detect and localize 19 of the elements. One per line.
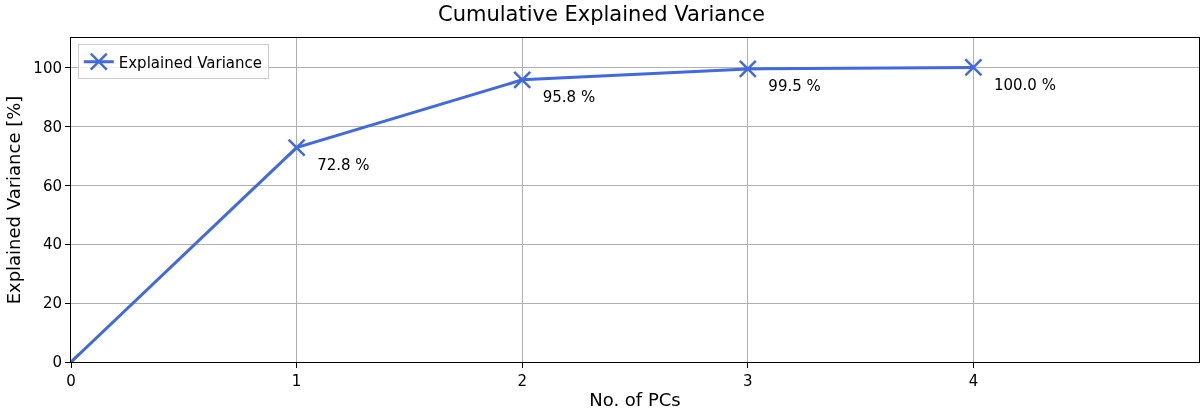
x-tick-label: 3 — [743, 372, 753, 390]
y-tick-label: 20 — [42, 294, 62, 313]
data-label: 99.5 % — [758, 77, 821, 96]
y-tick-label: 60 — [42, 176, 62, 195]
x-tick-label: 2 — [517, 372, 527, 390]
chart-title: Cumulative Explained Variance — [437, 1, 766, 26]
y-tick-label: 80 — [42, 117, 62, 136]
y-tick-label: 100 — [33, 58, 62, 77]
data-label: 72.8 % — [307, 155, 370, 174]
data-label: 100.0 % — [984, 75, 1056, 94]
y-axis-title: Explained Variance [%] — [2, 95, 24, 305]
y-tick-label: 0 — [52, 353, 62, 372]
y-tick-label: 40 — [42, 235, 62, 254]
x-tick-label: 0 — [66, 372, 76, 390]
legend-label: Explained Variance — [118, 53, 262, 72]
x-tick-label: 1 — [291, 372, 302, 390]
data-label: 95.8 % — [533, 88, 596, 107]
x-axis-title: No. of PCs — [589, 389, 681, 410]
x-tick-label: 4 — [968, 372, 979, 390]
